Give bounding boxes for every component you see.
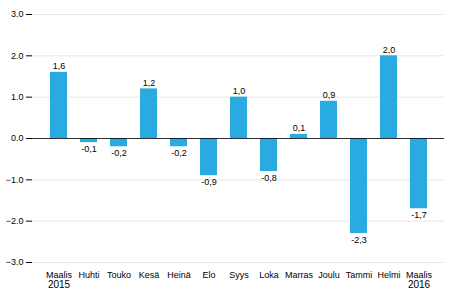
svg-text:-0,1: -0,1 [81, 144, 97, 154]
svg-text:1,2: 1,2 [143, 78, 156, 88]
svg-text:Joulu: Joulu [318, 270, 340, 280]
svg-text:−3.0: −3.0 [6, 257, 24, 267]
svg-text:-0,2: -0,2 [111, 148, 127, 158]
svg-text:-0,9: -0,9 [201, 177, 217, 187]
svg-text:0,9: 0,9 [323, 90, 336, 100]
svg-text:2016: 2016 [408, 279, 431, 290]
svg-text:−1.0: −1.0 [6, 175, 24, 185]
svg-text:Loka: Loka [259, 270, 279, 280]
svg-text:Maalis: Maalis [406, 269, 432, 280]
svg-text:1,0: 1,0 [233, 86, 246, 96]
svg-text:Helmi: Helmi [377, 270, 400, 280]
svg-text:Marras: Marras [285, 270, 314, 280]
svg-text:Kesä: Kesä [139, 270, 160, 280]
svg-text:Maalis: Maalis [46, 269, 72, 280]
svg-text:1,6: 1,6 [53, 61, 66, 71]
svg-text:1.0: 1.0 [11, 92, 24, 102]
svg-text:−2.0: −2.0 [6, 216, 24, 226]
svg-text:0.0: 0.0 [11, 133, 24, 143]
svg-text:Elo: Elo [202, 270, 215, 280]
svg-text:-2,3: -2,3 [351, 235, 367, 245]
svg-text:Tammi: Tammi [346, 270, 373, 280]
svg-text:Touko: Touko [107, 270, 131, 280]
svg-text:0,1: 0,1 [293, 123, 306, 133]
svg-text:-1,7: -1,7 [411, 210, 427, 220]
svg-text:-0,8: -0,8 [261, 173, 277, 183]
svg-text:Syys: Syys [229, 270, 249, 280]
svg-text:2015: 2015 [48, 279, 71, 290]
svg-text:3.0: 3.0 [11, 9, 24, 19]
svg-text:-0,2: -0,2 [171, 148, 187, 158]
svg-text:Heinä: Heinä [167, 270, 191, 280]
svg-text:2.0: 2.0 [11, 51, 24, 61]
svg-text:Huhti: Huhti [78, 270, 99, 280]
svg-text:2,0: 2,0 [383, 45, 396, 55]
